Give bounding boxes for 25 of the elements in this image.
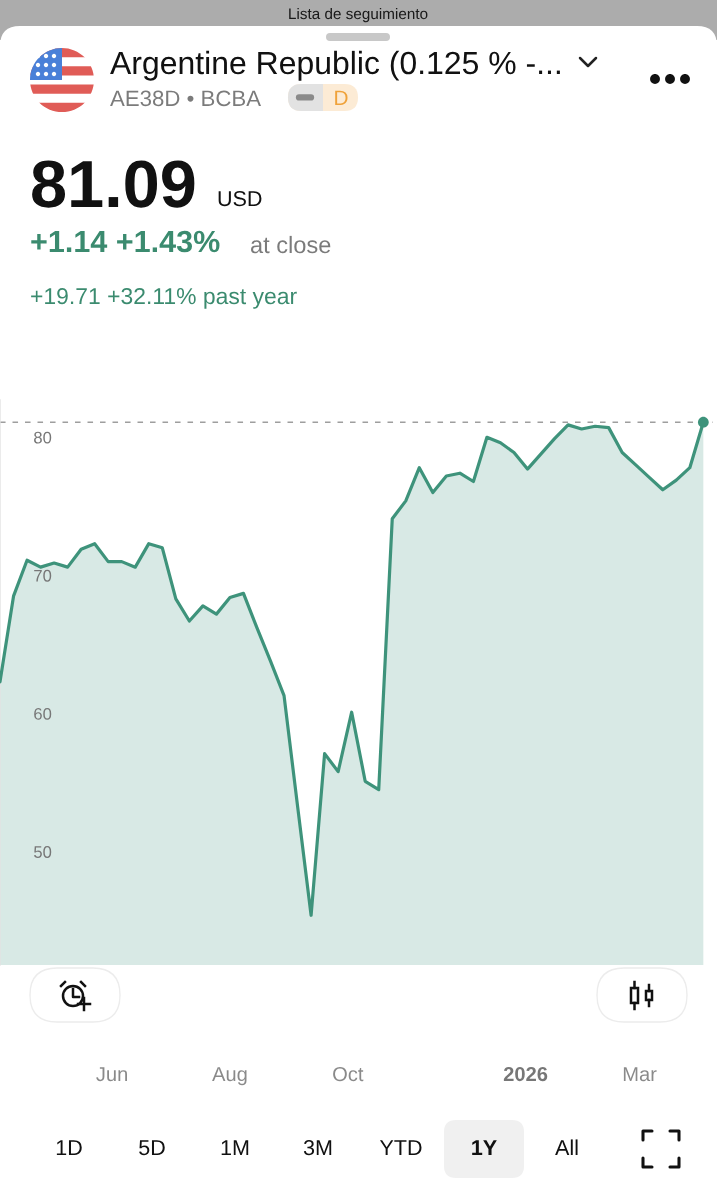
x-tick-label: Aug: [212, 1067, 247, 1086]
text: 5D: [139, 1140, 165, 1156]
text: 3M: [303, 1139, 332, 1156]
chart-title: Argentine Republic (0.125 % -...: [110, 50, 560, 81]
y-tick-label: 70: [34, 569, 52, 582]
x-tick-label: Jun: [96, 1067, 127, 1082]
x-tick-label: Mar: [623, 1067, 657, 1082]
x-tick-label: Oct: [333, 1066, 364, 1082]
x-tick-label: 2026: [503, 1066, 548, 1082]
text: at close: [251, 235, 331, 254]
text: All: [555, 1139, 578, 1155]
chart-subtitle: AE38D • BCBA: [110, 90, 262, 107]
text: +1.14 +1.43%: [31, 230, 220, 253]
text: Lista de seguimiento: [289, 7, 428, 23]
text: YTD: [379, 1140, 422, 1155]
text: 1Y: [472, 1140, 497, 1155]
text: USD: [218, 190, 262, 207]
text: 1M: [221, 1140, 249, 1155]
text: 1D: [56, 1140, 82, 1155]
y-tick-label: 60: [34, 707, 52, 720]
text: D: [335, 90, 348, 105]
text: 81.09: [32, 160, 195, 208]
text: +19.71 +32.11% past year: [31, 288, 297, 309]
y-tick-label: 50: [34, 846, 52, 858]
y-tick-label: 80: [34, 431, 52, 444]
